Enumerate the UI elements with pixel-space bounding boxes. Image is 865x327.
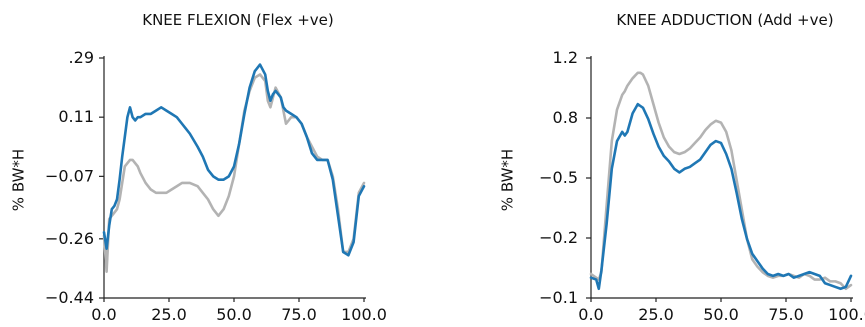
y-tick-label: −0.5 (539, 168, 578, 187)
x-tick-label: 0.0 (91, 305, 116, 324)
y-tick-label: .29 (69, 48, 94, 67)
x-tick-label: 50.0 (216, 305, 252, 324)
y-tick-label: −0.26 (45, 229, 94, 248)
series-line-gray (102, 73, 366, 273)
series-line-blue (589, 102, 853, 291)
series-line-blue (102, 63, 366, 257)
x-tick-label: 25.0 (151, 305, 187, 324)
x-tick-label: 100.0 (341, 305, 387, 324)
series-line-gray (589, 71, 853, 291)
y-tick-label: −0.1 (539, 288, 578, 307)
chart-title: KNEE ADDUCTION (Add +ve) (616, 11, 833, 29)
y-tick-label: −0.07 (45, 166, 94, 185)
y-axis-label: % BW*H (499, 149, 517, 211)
y-tick-label: 1.2 (553, 48, 578, 67)
x-tick-label: 25.0 (638, 305, 674, 324)
x-tick-label: 75.0 (281, 305, 317, 324)
y-tick-label: −0.2 (539, 228, 578, 247)
x-tick-label: 0.0 (578, 305, 603, 324)
y-tick-label: 0.8 (553, 108, 578, 127)
y-tick-label: −0.44 (45, 288, 94, 307)
x-tick-label: 50.0 (703, 305, 739, 324)
chart-title: KNEE FLEXION (Flex +ve) (142, 11, 334, 29)
x-tick-label: 75.0 (768, 305, 804, 324)
y-tick-label: 0.11 (58, 107, 94, 126)
x-tick-label: 100.0 (828, 305, 865, 324)
y-axis-label: % BW*H (10, 149, 28, 211)
